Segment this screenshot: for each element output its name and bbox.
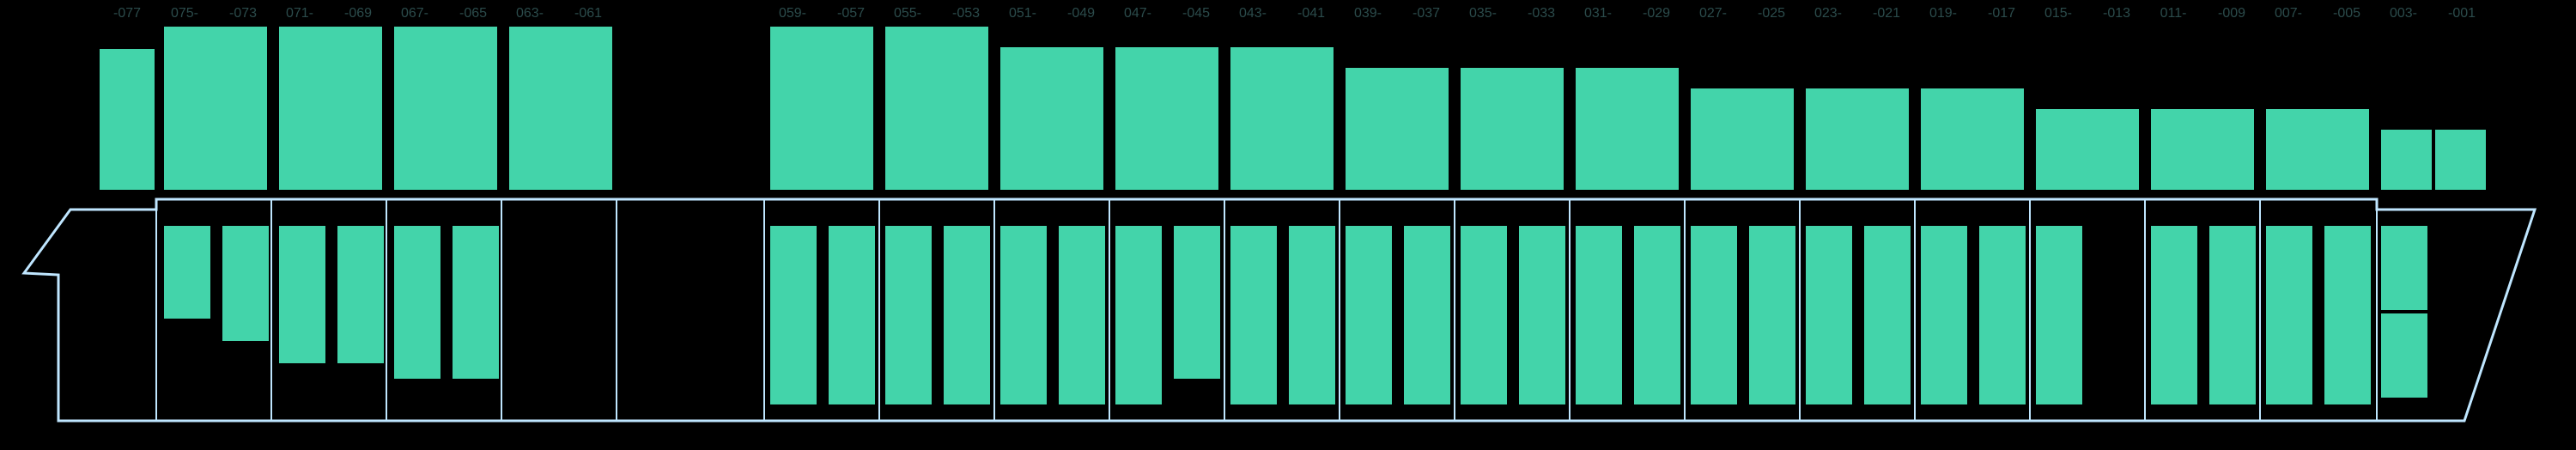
bay-label: 015- (2044, 6, 2072, 21)
container-below[interactable] (222, 225, 270, 342)
bay-label: 007- (2275, 6, 2302, 21)
container-below[interactable] (769, 225, 817, 405)
bay-label: -077 (113, 6, 141, 21)
container-above[interactable] (1230, 46, 1334, 191)
container-above[interactable] (1345, 67, 1449, 191)
container-below[interactable] (1173, 225, 1221, 380)
bay-label: -037 (1413, 6, 1440, 21)
container-below[interactable] (1518, 225, 1566, 405)
container-below[interactable] (393, 225, 441, 380)
bay-label: 043- (1239, 6, 1267, 21)
container-below[interactable] (452, 225, 500, 380)
container-above[interactable] (99, 48, 155, 191)
container-below[interactable] (2150, 225, 2198, 405)
bay-label: -065 (459, 6, 487, 21)
container-above[interactable] (769, 26, 874, 191)
container-above[interactable] (884, 26, 989, 191)
container-above[interactable] (393, 26, 498, 191)
container-above[interactable] (1805, 88, 1910, 191)
bay-label: -025 (1758, 6, 1785, 21)
bay-label: -029 (1643, 6, 1670, 21)
container-below[interactable] (2035, 225, 2083, 405)
container-below[interactable] (828, 225, 876, 405)
bay-label: -073 (229, 6, 257, 21)
bay-label: 047- (1124, 6, 1151, 21)
container-below[interactable] (884, 225, 933, 405)
bay-label: 063- (516, 6, 544, 21)
container-below[interactable] (1345, 225, 1393, 405)
container-below[interactable] (999, 225, 1048, 405)
container-above[interactable] (1460, 67, 1564, 191)
container-above[interactable] (2265, 108, 2370, 191)
bay-label: -021 (1873, 6, 1900, 21)
container-below[interactable] (1460, 225, 1508, 405)
bay-label: -041 (1297, 6, 1325, 21)
container-below[interactable] (1863, 225, 1911, 405)
bay-label: -053 (952, 6, 980, 21)
container-below[interactable] (2380, 313, 2428, 398)
container-above[interactable] (999, 46, 1104, 191)
container-below[interactable] (1288, 225, 1336, 405)
container-above[interactable] (1690, 88, 1795, 191)
container-below[interactable] (1403, 225, 1451, 405)
bay-label: -061 (574, 6, 602, 21)
bay-label: 027- (1699, 6, 1727, 21)
container-above[interactable] (2380, 129, 2433, 191)
bay-label: 035- (1469, 6, 1497, 21)
container-below[interactable] (1805, 225, 1853, 405)
container-above[interactable] (1115, 46, 1219, 191)
bay-label: 075- (171, 6, 198, 21)
bay-label: 019- (1929, 6, 1957, 21)
container-below[interactable] (1920, 225, 1968, 405)
bay-label: -013 (2103, 6, 2130, 21)
bay-label: 023- (1814, 6, 1842, 21)
container-below[interactable] (1230, 225, 1278, 405)
bay-label: -069 (344, 6, 372, 21)
bay-label: -045 (1182, 6, 1210, 21)
container-below[interactable] (1978, 225, 2026, 405)
bay-label: -017 (1988, 6, 2015, 21)
container-above[interactable] (1575, 67, 1680, 191)
bay-label: -005 (2333, 6, 2360, 21)
bay-label: 011- (2160, 6, 2187, 21)
bay-label: 031- (1584, 6, 1612, 21)
container-above[interactable] (163, 26, 268, 191)
container-below[interactable] (1115, 225, 1163, 405)
container-below[interactable] (943, 225, 991, 405)
bay-label: 067- (401, 6, 428, 21)
container-below[interactable] (1633, 225, 1681, 405)
container-below[interactable] (2208, 225, 2257, 405)
bay-label: 055- (894, 6, 921, 21)
ship-bayplan: -077 075- -073 071- -069 067- -065 063- -061 059-… (0, 0, 2576, 450)
bay-label: 039- (1354, 6, 1382, 21)
container-below[interactable] (337, 225, 385, 364)
bay-label: -049 (1067, 6, 1095, 21)
bay-label: 059- (779, 6, 806, 21)
bay-label: 071- (286, 6, 313, 21)
bay-label: 003- (2390, 6, 2417, 21)
container-below[interactable] (2380, 225, 2428, 311)
container-below[interactable] (1690, 225, 1738, 405)
bay-label: -057 (837, 6, 865, 21)
container-above[interactable] (278, 26, 383, 191)
container-above[interactable] (2035, 108, 2140, 191)
container-below[interactable] (2265, 225, 2313, 405)
container-above[interactable] (2150, 108, 2255, 191)
container-above[interactable] (2434, 129, 2487, 191)
bay-label: -001 (2448, 6, 2476, 21)
container-below[interactable] (1748, 225, 1796, 405)
container-below[interactable] (163, 225, 211, 319)
bay-label: -009 (2218, 6, 2245, 21)
container-above[interactable] (1920, 88, 2025, 191)
container-above[interactable] (508, 26, 613, 191)
container-below[interactable] (278, 225, 326, 364)
bay-label: -033 (1528, 6, 1555, 21)
bay-label: 051- (1009, 6, 1036, 21)
container-below[interactable] (2324, 225, 2372, 405)
container-below[interactable] (1058, 225, 1106, 405)
container-below[interactable] (1575, 225, 1623, 405)
